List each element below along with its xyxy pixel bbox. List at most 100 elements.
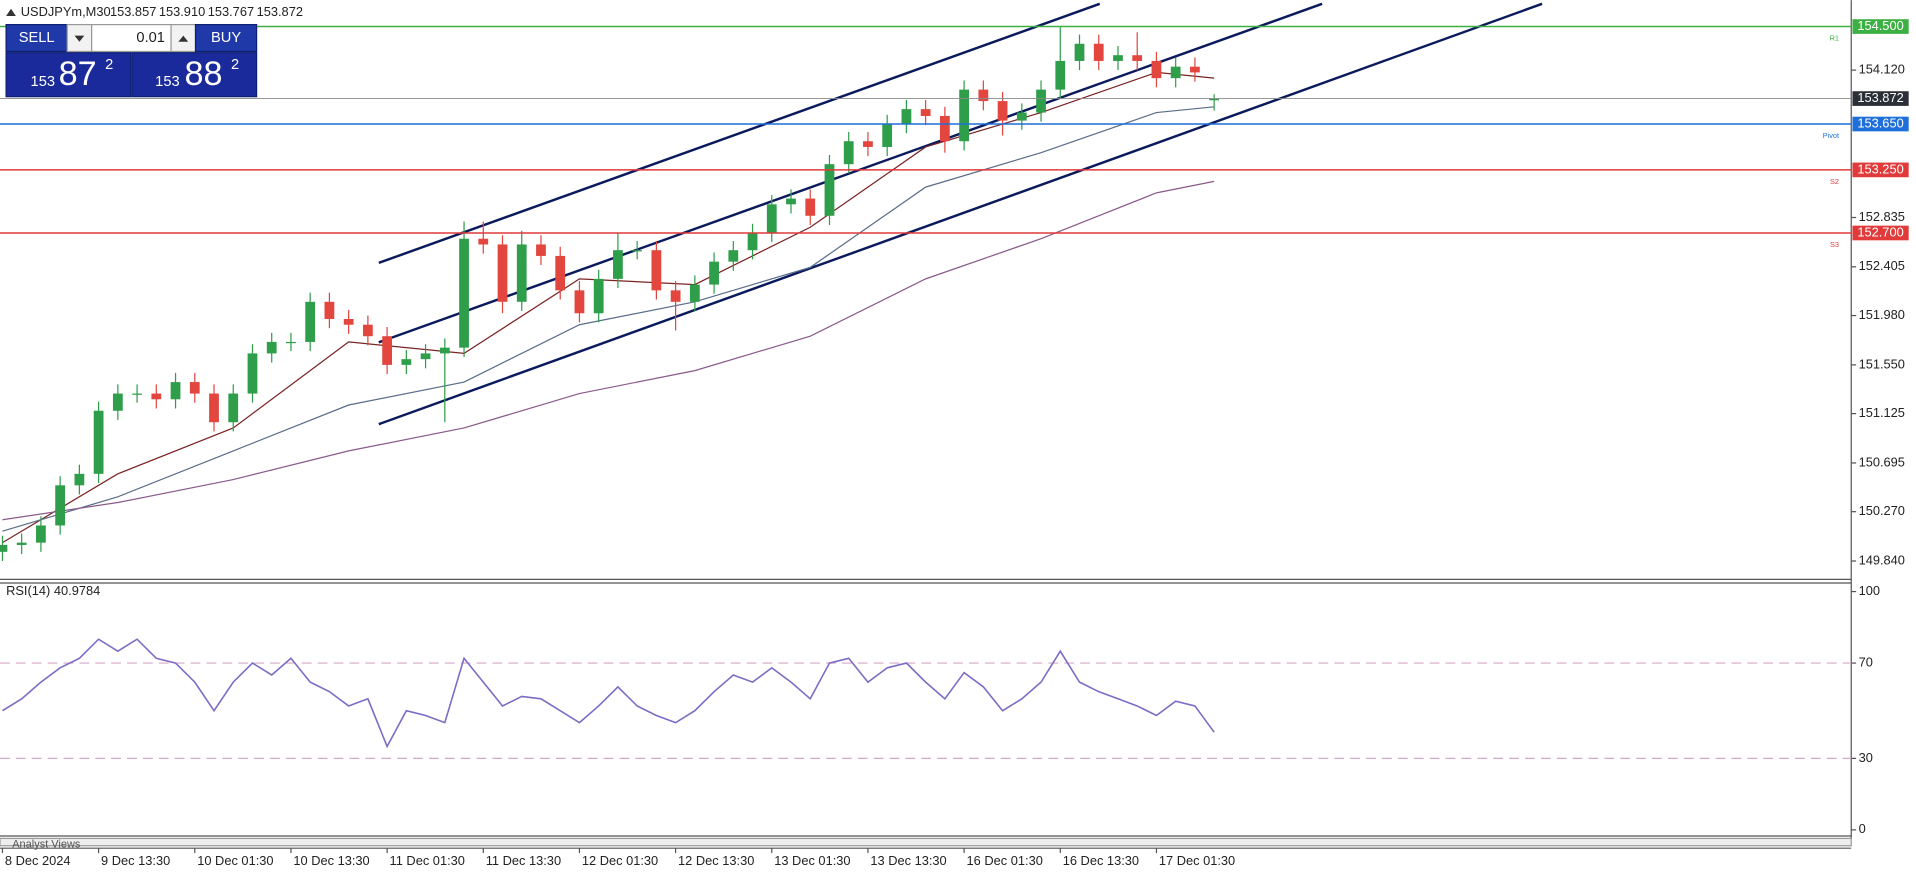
y-tick-label: 151.550: [1859, 356, 1905, 371]
x-tick-label: 16 Dec 13:30: [1063, 853, 1139, 868]
candle-body: [709, 261, 719, 285]
candle-body: [55, 485, 66, 526]
candle-body: [228, 393, 239, 423]
candle-body: [16, 542, 27, 545]
candle-body: [613, 250, 623, 279]
moving-average: [2, 180, 1215, 521]
level-tag: [1852, 116, 1909, 132]
bar-low: 153.767: [208, 4, 254, 19]
sell-label: SELL: [19, 30, 55, 46]
level-label: 153.650: [1857, 115, 1903, 130]
last-price-tag: [1852, 91, 1909, 106]
x-tick-label: 11 Dec 01:30: [390, 853, 465, 868]
candle-body: [1151, 60, 1162, 79]
y-tick-label: 0: [1859, 821, 1866, 836]
candle-body: [1190, 66, 1200, 73]
x-tick-label: 16 Dec 01:30: [967, 853, 1043, 868]
down-arrow: [74, 35, 85, 42]
candle-body: [843, 141, 854, 165]
candle-body: [824, 164, 835, 216]
one-click-trading: SELL 0.01 BUY 153 87 2 153 88 2: [5, 23, 258, 98]
candle-body: [728, 250, 739, 262]
x-tick-label: 8 Dec 2024: [5, 853, 71, 868]
y-tick-label: 30: [1859, 750, 1873, 765]
candle-body: [997, 101, 1008, 121]
bar-close: 153.872: [257, 4, 303, 19]
candle-body: [286, 341, 296, 344]
candle-body: [1209, 98, 1220, 101]
sell-button[interactable]: [5, 23, 68, 53]
candle-body: [901, 109, 912, 125]
candle-body: [536, 244, 546, 256]
y-tick-label: 100: [1859, 583, 1880, 598]
buy-price-main: 88: [185, 55, 223, 93]
candle-body: [689, 284, 700, 302]
candle-body: [1113, 55, 1123, 61]
candle-body: [766, 204, 777, 233]
candle-body: [959, 89, 969, 142]
buy-price-big: 153: [155, 74, 179, 90]
up-arrow: [178, 35, 189, 42]
candle-body: [651, 250, 662, 291]
candle-body: [93, 410, 104, 474]
buy-price-small: 2: [231, 57, 239, 73]
buy-price-box[interactable]: [131, 52, 258, 98]
candle-body: [516, 244, 527, 302]
candle-body: [74, 473, 85, 486]
candle-body: [170, 382, 181, 400]
candle-body: [1093, 43, 1104, 61]
candle-body: [362, 324, 373, 337]
candle-body: [555, 255, 566, 291]
y-tick-label: 149.840: [1859, 552, 1905, 567]
x-tick-label: 10 Dec 13:30: [293, 853, 369, 868]
sell-price-main: 87: [59, 55, 97, 93]
candle-body: [805, 198, 816, 216]
trendline: [378, 2, 1101, 265]
x-tick-label: 12 Dec 13:30: [678, 853, 754, 868]
level-label: 153.250: [1857, 161, 1903, 176]
x-tick-label: 10 Dec 01:30: [197, 853, 273, 868]
x-tick-label: 11 Dec 13:30: [486, 853, 561, 868]
level-name: Pivot: [1823, 131, 1839, 140]
y-tick-label: 151.125: [1859, 405, 1905, 420]
volume-value: 0.01: [136, 30, 165, 46]
level-name: S2: [1830, 177, 1839, 186]
candle-body: [670, 290, 681, 302]
candle-body: [112, 393, 123, 411]
candle-body: [401, 359, 412, 365]
y-tick-label: 152.835: [1859, 209, 1905, 224]
candle-body: [209, 393, 219, 423]
x-tick-label: 13 Dec 13:30: [870, 853, 946, 868]
y-tick-label: 154.120: [1859, 62, 1905, 77]
bar-high: 153.910: [159, 4, 205, 19]
candle-body: [574, 290, 585, 314]
collapse-icon[interactable]: [6, 8, 16, 17]
sell-price-box[interactable]: [5, 52, 132, 98]
candle-body: [978, 89, 989, 102]
moving-average: [2, 106, 1215, 532]
candle-body: [786, 198, 796, 205]
y-tick-label: 150.270: [1859, 503, 1905, 518]
level-name: R1: [1830, 34, 1839, 43]
candle-body: [593, 278, 604, 314]
buy-button[interactable]: [194, 23, 258, 53]
candle-body: [1016, 112, 1027, 121]
candle-body: [420, 353, 431, 360]
candle-body: [459, 238, 469, 348]
x-tick-label: 13 Dec 01:30: [774, 853, 850, 868]
analyst-views-tab[interactable]: Analyst Views: [12, 838, 81, 850]
tab-strip: [0, 837, 1852, 847]
plot: 149.840 150.270 150.695 151.125 151.550 151.9…: [0, 18, 1909, 868]
candle-body: [863, 141, 873, 147]
level-tag: [1852, 19, 1909, 34]
candle-body: [266, 341, 277, 354]
candle-body: [305, 301, 316, 342]
candle-body: [151, 393, 162, 400]
sell-price-small: 2: [105, 57, 113, 73]
last-price-label: 153.872: [1857, 90, 1903, 105]
y-tick-label: 152.405: [1859, 258, 1905, 273]
candle-body: [1036, 89, 1046, 113]
candle-body: [36, 525, 46, 543]
